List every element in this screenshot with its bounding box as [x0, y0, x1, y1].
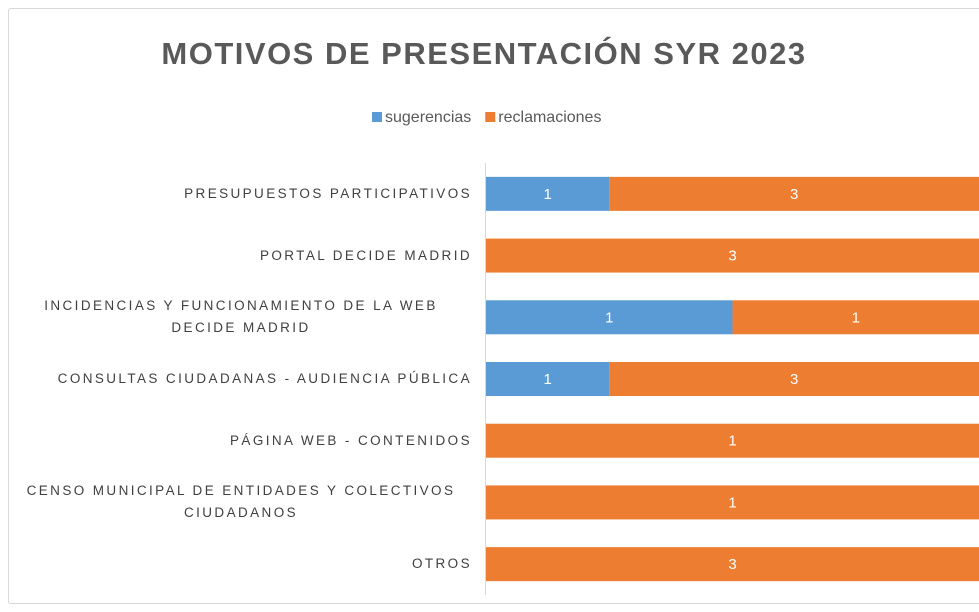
category-label-box: INCIDENCIAS Y FUNCIONAMIENTO DE LA WEB D… [10, 287, 472, 347]
data-label: 3 [790, 371, 798, 388]
legend-swatch [485, 112, 496, 122]
data-label: 1 [852, 309, 860, 326]
legend-label: sugerencias [385, 109, 471, 126]
legend-swatch [372, 112, 382, 122]
data-label: 1 [728, 494, 736, 511]
data-label: 1 [543, 186, 551, 203]
bar-segment [732, 300, 979, 335]
category-label-box: CONSULTAS CIUDADANAS - AUDIENCIA PÚBLICA [10, 349, 472, 409]
bar-segment [486, 362, 610, 396]
data-label: 1 [728, 433, 736, 450]
bar-segment [486, 547, 979, 582]
category-label-box: PÁGINA WEB - CONTENIDOS [10, 411, 472, 471]
bar-segment [486, 176, 610, 211]
legend-label: reclamaciones [498, 109, 601, 126]
bar-segment [486, 238, 979, 273]
category-label-box: CENSO MUNICIPAL DE ENTIDADES Y COLECTIVO… [10, 472, 472, 532]
y-tick-label: PÁGINA WEB - CONTENIDOS [230, 432, 472, 448]
y-tick-label: OTROS [411, 556, 472, 572]
bar-segment [609, 362, 979, 396]
data-label: 1 [543, 371, 551, 388]
data-label: 1 [605, 309, 613, 326]
category-label-box: OTROS [10, 534, 472, 594]
bar-segment [486, 485, 979, 520]
bar-segment [486, 300, 733, 335]
bar-segment [486, 423, 979, 458]
y-tick-label: CENSO MUNICIPAL DE ENTIDADES Y COLECTIVO… [26, 483, 456, 521]
y-tick-label: INCIDENCIAS Y FUNCIONAMIENTO DE LA WEB D… [44, 298, 438, 336]
category-label-box: PORTAL DECIDE MADRID [10, 226, 472, 286]
category-label-box: PRESUPUESTOS PARTICIPATIVOS [10, 164, 472, 224]
data-label: 3 [790, 186, 798, 203]
y-tick-label: CONSULTAS CIUDADANAS - AUDIENCIA PÚBLICA [57, 371, 472, 386]
y-tick-label: PORTAL DECIDE MADRID [259, 247, 472, 263]
data-label: 3 [728, 248, 736, 265]
bar-segment [609, 176, 979, 211]
chart-title: MOTIVOS DE PRESENTACIÓN SYR 2023 [161, 35, 806, 71]
data-label: 3 [728, 556, 736, 573]
y-tick-label: PRESUPUESTOS PARTICIPATIVOS [184, 185, 472, 201]
